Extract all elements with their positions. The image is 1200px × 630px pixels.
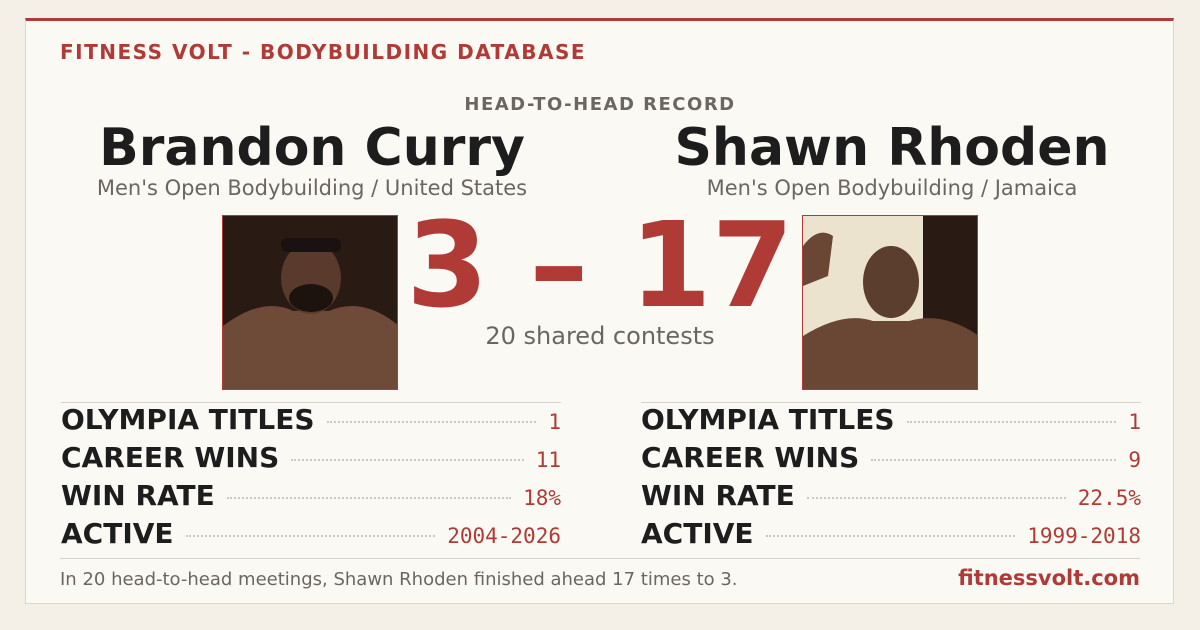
shared-contests: 20 shared contests <box>485 322 715 350</box>
stat-label: CAREER WINS <box>641 441 860 474</box>
stats-table: OLYMPIA TITLES 1 CAREER WINS 11 WIN RATE 18% A… <box>61 402 561 555</box>
stat-row: OLYMPIA TITLES 1 <box>61 403 561 441</box>
athlete-photo <box>222 215 398 390</box>
stat-value: 18% <box>523 486 561 510</box>
footer-text: In 20 head-to-head meetings, Shawn Rhode… <box>60 569 738 590</box>
stat-row: CAREER WINS 11 <box>61 441 561 479</box>
dot-leader <box>806 497 1066 499</box>
dot-leader <box>326 421 537 423</box>
athlete-division: Men's Open Bodybuilding / Jamaica <box>706 176 1078 200</box>
stat-value: 1999-2018 <box>1027 524 1141 548</box>
dot-leader <box>765 535 1016 537</box>
divider <box>60 558 1140 559</box>
dot-leader <box>291 459 524 461</box>
stat-value: 1 <box>548 410 561 434</box>
stat-row: CAREER WINS 9 <box>641 441 1141 479</box>
brand: FITNESS VOLT - BODYBUILDING DATABASE <box>60 40 587 64</box>
stat-label: OLYMPIA TITLES <box>641 403 895 436</box>
athlete-photo <box>802 215 978 390</box>
score: 3 – 17 <box>406 196 794 334</box>
stat-row: OLYMPIA TITLES 1 <box>641 403 1141 441</box>
stat-value: 1 <box>1128 410 1141 434</box>
stats-table: OLYMPIA TITLES 1 CAREER WINS 9 WIN RATE 22.5%… <box>641 402 1141 555</box>
stat-value: 22.5% <box>1077 486 1141 510</box>
stat-row: WIN RATE 18% <box>61 479 561 517</box>
stat-row: ACTIVE 2004-2026 <box>61 517 561 555</box>
stat-label: ACTIVE <box>61 517 174 550</box>
stat-value: 2004-2026 <box>447 524 561 548</box>
dot-leader <box>871 459 1117 461</box>
site-link[interactable]: fitnessvolt.com <box>958 566 1140 590</box>
dot-leader <box>185 535 436 537</box>
stat-label: WIN RATE <box>61 479 215 512</box>
stat-label: ACTIVE <box>641 517 754 550</box>
stat-label: CAREER WINS <box>61 441 280 474</box>
athlete-name: Shawn Rhoden <box>674 118 1110 178</box>
stat-row: ACTIVE 1999-2018 <box>641 517 1141 555</box>
stat-label: WIN RATE <box>641 479 795 512</box>
athlete-division: Men's Open Bodybuilding / United States <box>96 176 528 200</box>
card <box>25 18 1174 604</box>
stat-value: 9 <box>1128 448 1141 472</box>
dot-leader <box>906 421 1117 423</box>
stat-value: 11 <box>535 448 561 472</box>
stat-row: WIN RATE 22.5% <box>641 479 1141 517</box>
dot-leader <box>226 497 512 499</box>
section-title: HEAD-TO-HEAD RECORD <box>464 94 736 115</box>
photo-art <box>223 216 397 389</box>
photo-art <box>803 216 977 389</box>
athlete-name: Brandon Curry <box>99 118 525 178</box>
stat-label: OLYMPIA TITLES <box>61 403 315 436</box>
